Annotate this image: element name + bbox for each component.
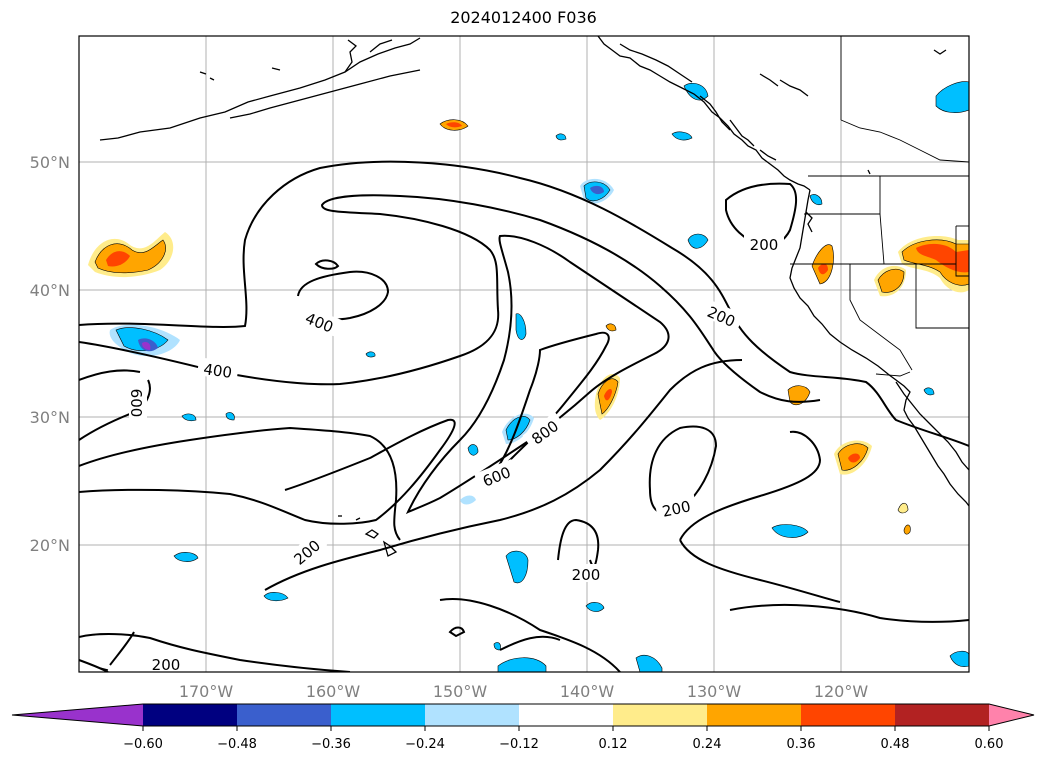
colorbar-tick-label: −0.36 <box>311 737 351 752</box>
colorbar-segment <box>425 704 520 726</box>
colorbar-extension-high <box>989 704 1034 726</box>
colorbar-segment <box>801 704 896 726</box>
longitude-label: 160°W <box>306 682 361 701</box>
colorbar-tick-label: 0.60 <box>975 737 1004 752</box>
map-title: 2024012400 F036 <box>450 8 597 27</box>
latitude-labels: 50°N 40°N 30°N 20°N <box>30 153 70 555</box>
colorbar-segment <box>143 704 238 726</box>
contour-label: 200 <box>572 566 601 584</box>
colorbar-tick-label: −0.12 <box>499 737 539 752</box>
contour-label: 200 <box>152 656 181 674</box>
political-borders <box>790 36 969 377</box>
contour-label: 200 <box>661 497 693 521</box>
longitude-labels: 170°W 160°W 150°W 140°W 130°W 120°W <box>179 682 869 701</box>
contour-lines <box>79 160 969 672</box>
map-frame <box>78 35 970 673</box>
contour-label: 600 <box>127 389 145 418</box>
colorbar-segment <box>613 704 708 726</box>
colorbar-tick-label: −0.60 <box>123 737 163 752</box>
colorbar-tick-label: 0.12 <box>599 737 628 752</box>
colorbar-segment <box>331 704 426 726</box>
colorbar-segment <box>237 704 332 726</box>
latitude-label: 40°N <box>30 281 70 300</box>
coastlines <box>99 36 969 671</box>
map-area: 200 200 200 200 200 200 400 400 600 600 … <box>79 36 969 674</box>
longitude-label: 170°W <box>179 682 234 701</box>
longitude-label: 150°W <box>433 682 488 701</box>
colorbar-segment <box>707 704 802 726</box>
longitude-label: 130°W <box>687 682 742 701</box>
colorbar: −0.60 −0.48 −0.36 −0.24 −0.12 0.12 0.24 0.36 0.4… <box>11 703 1035 752</box>
colorbar-tick-label: 0.36 <box>787 737 816 752</box>
colorbar-tick-label: −0.24 <box>405 737 445 752</box>
colorbar-extension-low <box>12 704 143 726</box>
latitude-label: 50°N <box>30 153 70 172</box>
colorbar-segment <box>519 704 614 726</box>
colorbar-segment <box>895 704 990 726</box>
longitude-label: 120°W <box>814 682 869 701</box>
colorbar-tick-label: 0.48 <box>881 737 910 752</box>
latitude-label: 30°N <box>30 408 70 427</box>
contour-label: 400 <box>202 360 233 382</box>
latitude-label: 20°N <box>30 536 70 555</box>
longitude-label: 140°W <box>560 682 615 701</box>
colorbar-tick-label: −0.48 <box>217 737 257 752</box>
contour-label: 200 <box>750 236 779 254</box>
colorbar-tick-label: 0.24 <box>693 737 722 752</box>
